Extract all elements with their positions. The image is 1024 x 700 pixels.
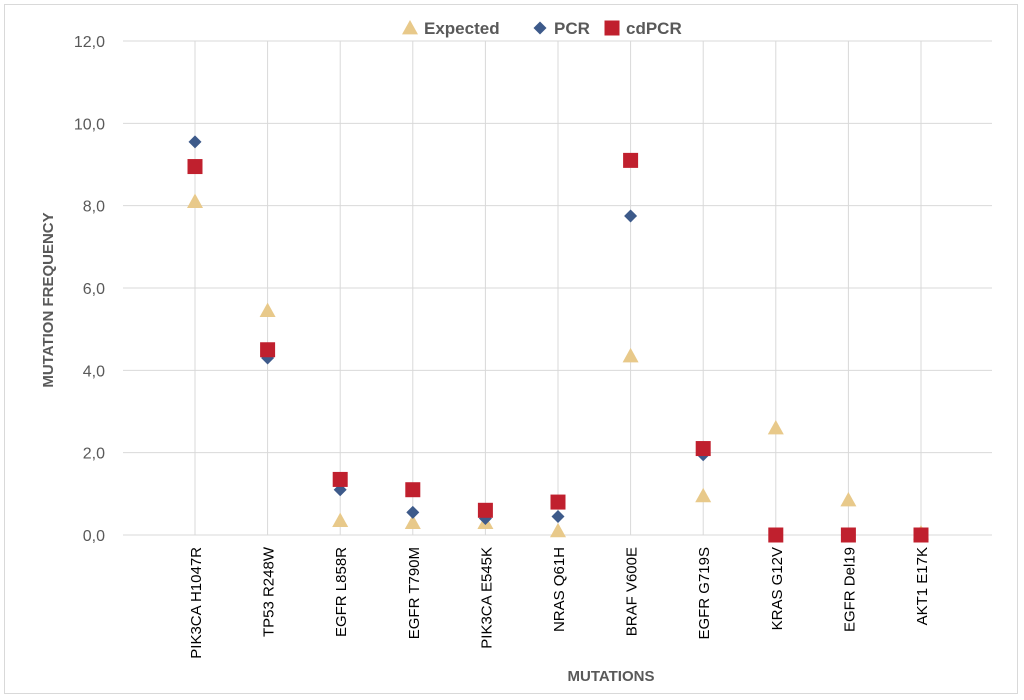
x-category-label: KRAS G12V — [769, 547, 786, 630]
x-category-label: PIK3CA E545K — [478, 547, 495, 649]
point-cdpcr — [477, 502, 493, 518]
point-pcr — [406, 505, 420, 519]
point-expected — [767, 419, 784, 435]
legend-marker-expected — [402, 20, 418, 35]
x-axis-title: MUTATIONS — [568, 668, 655, 685]
x-axis-categories: PIK3CA H1047R TP53 R248W EGFR L858R EGFR T7… — [188, 546, 931, 659]
y-axis-ticks: 0,0 2,0 4,0 6,0 8,0 10,0 12,0 — [74, 34, 105, 545]
legend-marker-cdpcr — [604, 20, 620, 36]
point-pcr — [551, 509, 565, 523]
x-category-label: EGFR G719S — [696, 547, 713, 640]
point-cdpcr — [405, 482, 421, 498]
y-axis-title: MUTATION FREQUENCY — [40, 212, 57, 387]
point-expected — [695, 487, 712, 503]
point-expected — [840, 492, 857, 507]
legend-label-cdpcr: cdPCR — [626, 19, 682, 38]
chart-frame — [4, 4, 1018, 694]
point-cdpcr — [260, 342, 276, 358]
x-category-label: PIK3CA H1047R — [188, 547, 205, 659]
point-expected — [187, 193, 203, 208]
x-category-label: EGFR T790M — [406, 547, 423, 639]
point-cdpcr — [913, 527, 929, 543]
point-expected — [550, 522, 566, 538]
x-category-label: BRAF V600E — [624, 547, 641, 636]
x-category-label: EGFR Del19 — [841, 547, 858, 632]
data-points — [187, 135, 929, 543]
point-cdpcr — [550, 494, 566, 510]
y-tick-label: 12,0 — [74, 34, 105, 51]
y-tick-label: 0,0 — [83, 528, 105, 545]
point-cdpcr — [187, 159, 203, 175]
x-category-label: EGFR L858R — [333, 547, 350, 637]
point-expected — [259, 302, 276, 318]
point-cdpcr — [332, 471, 348, 487]
y-tick-label: 6,0 — [83, 281, 105, 298]
point-expected — [404, 514, 421, 530]
x-category-label: TP53 R248W — [261, 546, 278, 637]
point-cdpcr — [840, 527, 856, 543]
gridlines — [123, 40, 992, 536]
point-pcr — [624, 209, 638, 223]
y-tick-label: 8,0 — [83, 199, 105, 216]
legend-label-pcr: PCR — [554, 19, 590, 38]
point-expected — [332, 512, 349, 527]
y-tick-label: 4,0 — [83, 363, 105, 380]
point-cdpcr — [695, 441, 711, 457]
x-category-label: NRAS Q61H — [551, 547, 568, 632]
point-pcr — [188, 135, 202, 149]
y-tick-label: 10,0 — [74, 116, 105, 133]
legend-marker-pcr — [533, 21, 547, 35]
point-cdpcr — [623, 152, 639, 168]
point-cdpcr — [768, 527, 784, 543]
legend: Expected PCR cdPCR — [402, 19, 682, 38]
point-expected — [622, 347, 639, 363]
x-category-label: AKT1 E17K — [914, 547, 931, 625]
legend-label-expected: Expected — [424, 19, 500, 38]
y-tick-label: 2,0 — [83, 446, 105, 463]
